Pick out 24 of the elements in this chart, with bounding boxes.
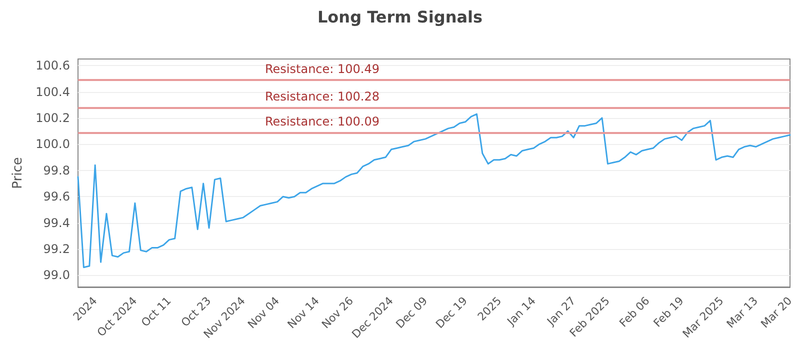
ref-line-label: Resistance: 100.09 xyxy=(265,114,380,128)
x-tick-label: Oct 11 xyxy=(138,294,174,330)
y-tick-label: 100.4 xyxy=(36,84,70,99)
y-tick-label: 100.6 xyxy=(36,58,70,73)
x-tick-label: Feb 06 xyxy=(616,294,652,330)
y-tick-label: 99.6 xyxy=(43,190,70,204)
y-tick-label: 99.4 xyxy=(43,216,70,230)
x-tick-label: Dec 19 xyxy=(433,294,470,331)
x-tick-label: Nov 04 xyxy=(245,294,282,332)
y-tick-label: 100.0 xyxy=(36,137,70,152)
x-tick-label: Mar 20 xyxy=(758,294,795,331)
y-axis-title: Price xyxy=(10,157,26,189)
y-tick-label: 100.2 xyxy=(36,110,70,125)
y-tick-label: 99.0 xyxy=(43,268,70,282)
chart-title: Long Term Signals xyxy=(317,8,483,26)
y-tick-label: 99.8 xyxy=(43,163,70,178)
ref-line-label: Resistance: 100.28 xyxy=(265,89,380,104)
line-series xyxy=(77,113,791,268)
x-tick-label: Mar 13 xyxy=(724,294,760,331)
x-tick-label: Feb 19 xyxy=(651,294,686,330)
y-tick-label: 99.2 xyxy=(43,242,70,256)
x-tick-label: Dec 09 xyxy=(393,294,430,331)
x-tick-label: Jan 14 xyxy=(504,294,538,329)
ref-line-label: Resistance: 100.49 xyxy=(265,62,380,76)
